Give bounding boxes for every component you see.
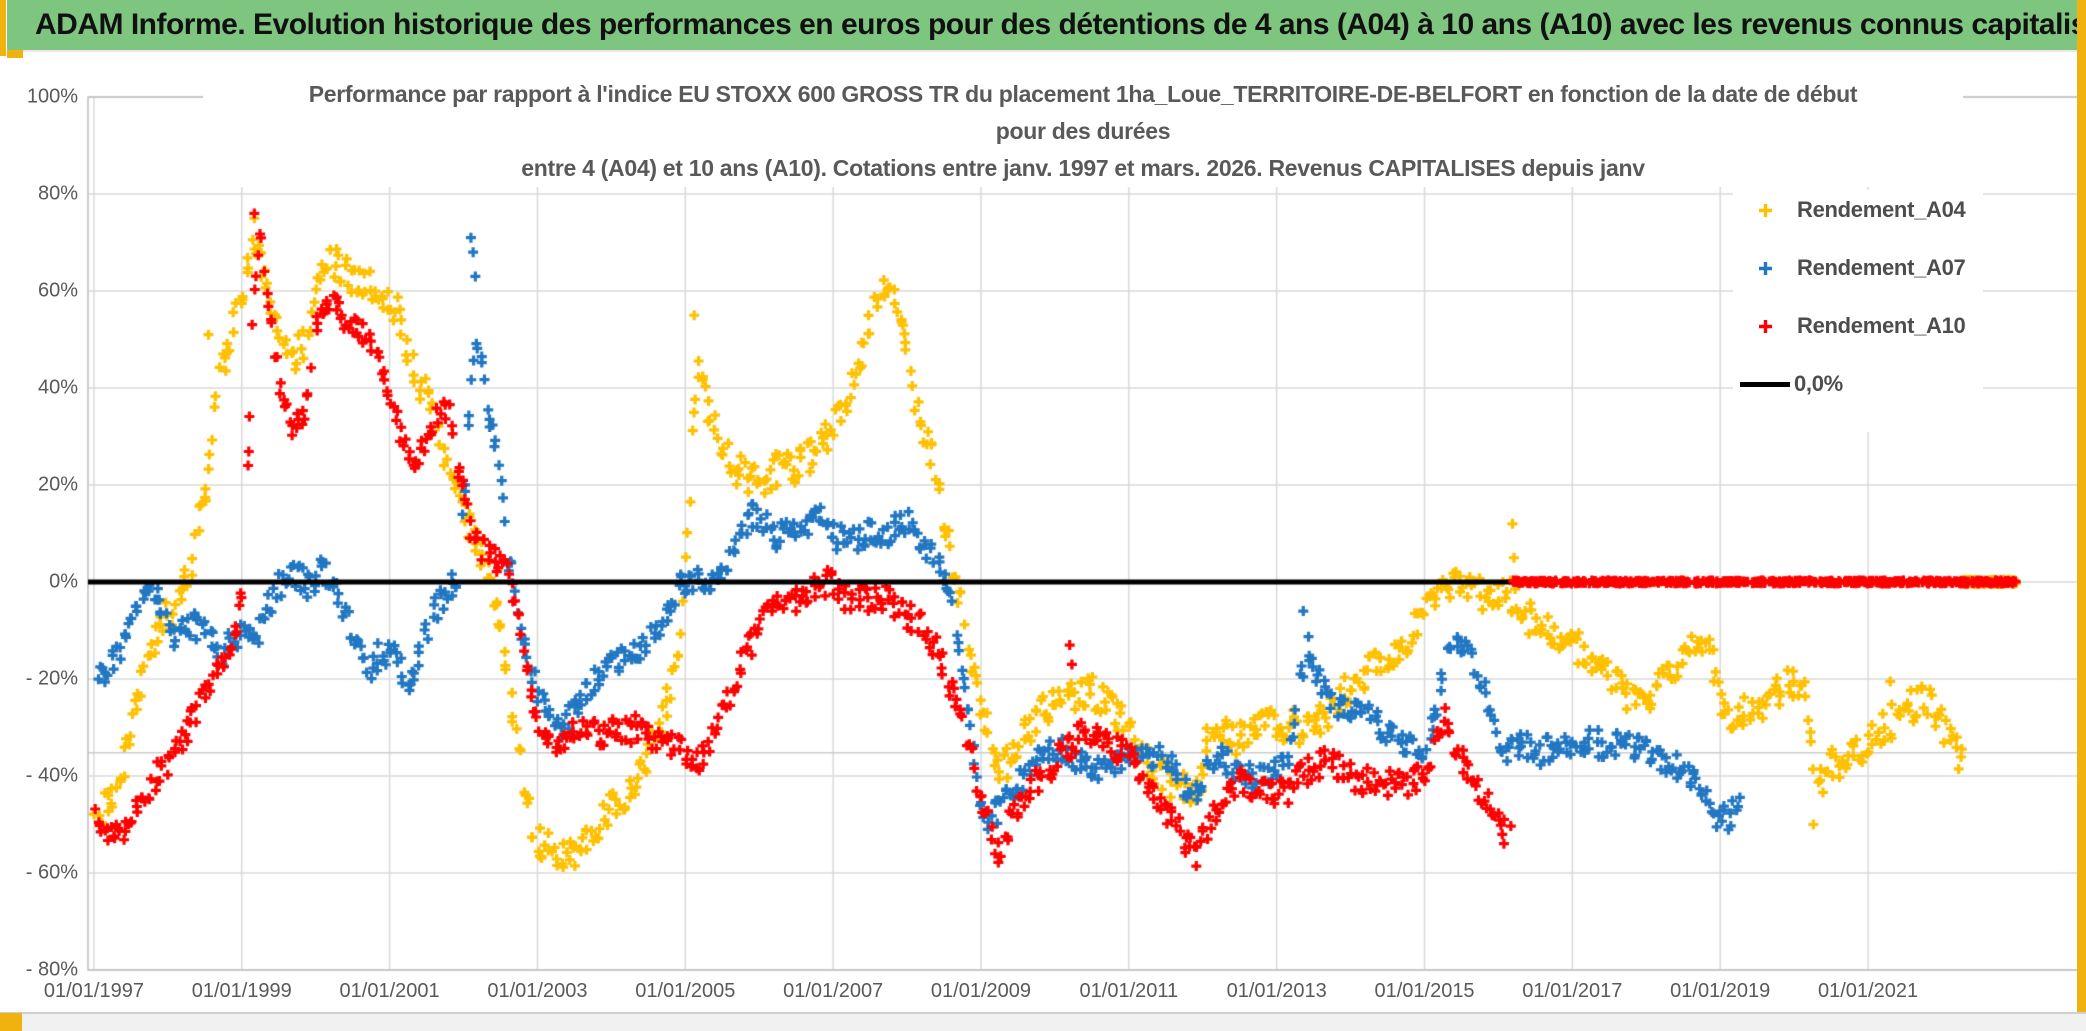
y-tick-label: 20% [37, 473, 78, 496]
x-tick-label: 01/01/2007 [783, 980, 884, 1002]
y-tick-label: - 80% [25, 958, 78, 981]
x-tick-label: 01/01/1999 [191, 980, 292, 1002]
report-title: ADAM Informe. Evolution historique des p… [35, 8, 2086, 41]
legend-item-rendement-a07: Rendement_A07 [1733, 254, 1983, 282]
right-gold-border [2077, 0, 2086, 1013]
y-tick-label: - 20% [25, 667, 78, 690]
y-tick-label: 80% [37, 182, 78, 205]
y-tick-label: 100% [26, 85, 78, 108]
legend-label: Rendement_A04 [1797, 197, 1966, 222]
chart-title-line2: pour des durées [995, 118, 1171, 144]
x-tick-label: 01/01/2013 [1226, 980, 1327, 1002]
x-tick-label: 01/01/2003 [487, 980, 588, 1002]
legend-label: Rendement_A10 [1797, 313, 1966, 338]
x-tick-label: 01/01/2019 [1670, 980, 1771, 1002]
x-tick-label: 01/01/2015 [1374, 980, 1475, 1002]
x-tick-label: 01/01/2021 [1817, 980, 1919, 1002]
plus-marker-icon [1733, 261, 1797, 276]
gold-tab [7, 50, 23, 58]
x-tick-label: 01/01/2017 [1522, 980, 1623, 1002]
y-tick-label: - 60% [25, 861, 78, 884]
legend-item-rendement-a04: Rendement_A04 [1733, 196, 1983, 224]
y-tick-label: - 40% [25, 764, 78, 787]
legend-label: Rendement_A07 [1797, 255, 1966, 280]
chart-legend: Rendement_A04 Rendement_A07 Rendement_A1… [1733, 190, 1983, 432]
legend-label: 0,0% [1794, 371, 1843, 396]
legend-item-rendement-a10: Rendement_A10 [1733, 312, 1983, 340]
chart-title: Performance par rapport à l'indice EU ST… [203, 76, 1963, 187]
legend-item-zero-line: 0,0% [1733, 370, 1983, 398]
zero-line-icon [1740, 381, 1790, 387]
bottom-divider [0, 1012, 2086, 1014]
x-tick-label: 01/01/2005 [635, 980, 736, 1002]
bottom-strip [0, 1014, 2086, 1031]
report-header-bar: ADAM Informe. Evolution historique des p… [7, 0, 2086, 52]
x-tick-label: 01/01/2011 [1079, 980, 1179, 1002]
plus-marker-icon [1733, 203, 1797, 218]
chart-title-line3: entre 4 (A04) et 10 ans (A10). Cotations… [521, 155, 1645, 181]
x-tick-label: 01/01/2009 [930, 980, 1032, 1002]
x-tick-label: 01/01/2001 [339, 980, 440, 1002]
plus-marker-icon [1733, 319, 1797, 334]
x-tick-label: 01/01/1997 [43, 980, 144, 1002]
y-tick-label: 0% [49, 570, 78, 593]
left-gold-border [0, 0, 6, 56]
y-tick-label: 60% [37, 279, 78, 302]
bottom-gold-cell [0, 1013, 22, 1031]
y-tick-label: 40% [37, 376, 78, 399]
chart-title-line1: Performance par rapport à l'indice EU ST… [308, 81, 1858, 107]
